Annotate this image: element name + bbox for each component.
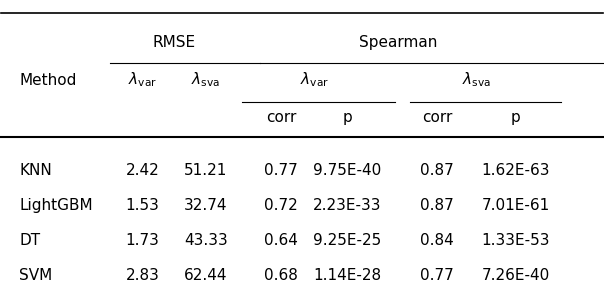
Text: p: p [342, 110, 352, 125]
Text: 2.23E-33: 2.23E-33 [313, 198, 381, 213]
Text: corr: corr [266, 110, 296, 125]
Text: p: p [510, 110, 520, 125]
Text: 1.33E-53: 1.33E-53 [481, 233, 550, 248]
Text: $\lambda_{\mathrm{sva}}$: $\lambda_{\mathrm{sva}}$ [462, 71, 491, 89]
Text: SVM: SVM [19, 268, 53, 283]
Text: 0.87: 0.87 [420, 163, 454, 178]
Text: 0.77: 0.77 [420, 268, 454, 283]
Text: 1.73: 1.73 [126, 233, 159, 248]
Text: 1.62E-63: 1.62E-63 [481, 163, 550, 178]
Text: 43.33: 43.33 [184, 233, 228, 248]
Text: 9.25E-25: 9.25E-25 [313, 233, 381, 248]
Text: Spearman: Spearman [359, 35, 437, 50]
Text: 0.64: 0.64 [264, 233, 298, 248]
Text: 0.68: 0.68 [264, 268, 298, 283]
Text: 7.01E-61: 7.01E-61 [481, 198, 550, 213]
Text: RMSE: RMSE [153, 35, 196, 50]
Text: 0.87: 0.87 [420, 198, 454, 213]
Text: 7.26E-40: 7.26E-40 [481, 268, 550, 283]
Text: $\lambda_{\mathrm{var}}$: $\lambda_{\mathrm{var}}$ [300, 71, 329, 89]
Text: DT: DT [19, 233, 40, 248]
Text: LightGBM: LightGBM [19, 198, 93, 213]
Text: $\lambda_{\mathrm{sva}}$: $\lambda_{\mathrm{sva}}$ [191, 71, 220, 89]
Text: 62.44: 62.44 [184, 268, 228, 283]
Text: 0.72: 0.72 [264, 198, 298, 213]
Text: 0.77: 0.77 [264, 163, 298, 178]
Text: KNN: KNN [19, 163, 52, 178]
Text: 0.84: 0.84 [420, 233, 454, 248]
Text: 1.53: 1.53 [126, 198, 159, 213]
Text: 51.21: 51.21 [184, 163, 228, 178]
Text: 9.75E-40: 9.75E-40 [313, 163, 381, 178]
Text: 1.14E-28: 1.14E-28 [313, 268, 381, 283]
Text: 32.74: 32.74 [184, 198, 228, 213]
Text: 2.83: 2.83 [126, 268, 159, 283]
Text: $\lambda_{\mathrm{var}}$: $\lambda_{\mathrm{var}}$ [128, 71, 157, 89]
Text: 2.42: 2.42 [126, 163, 159, 178]
Text: corr: corr [422, 110, 452, 125]
Text: Method: Method [19, 73, 77, 88]
